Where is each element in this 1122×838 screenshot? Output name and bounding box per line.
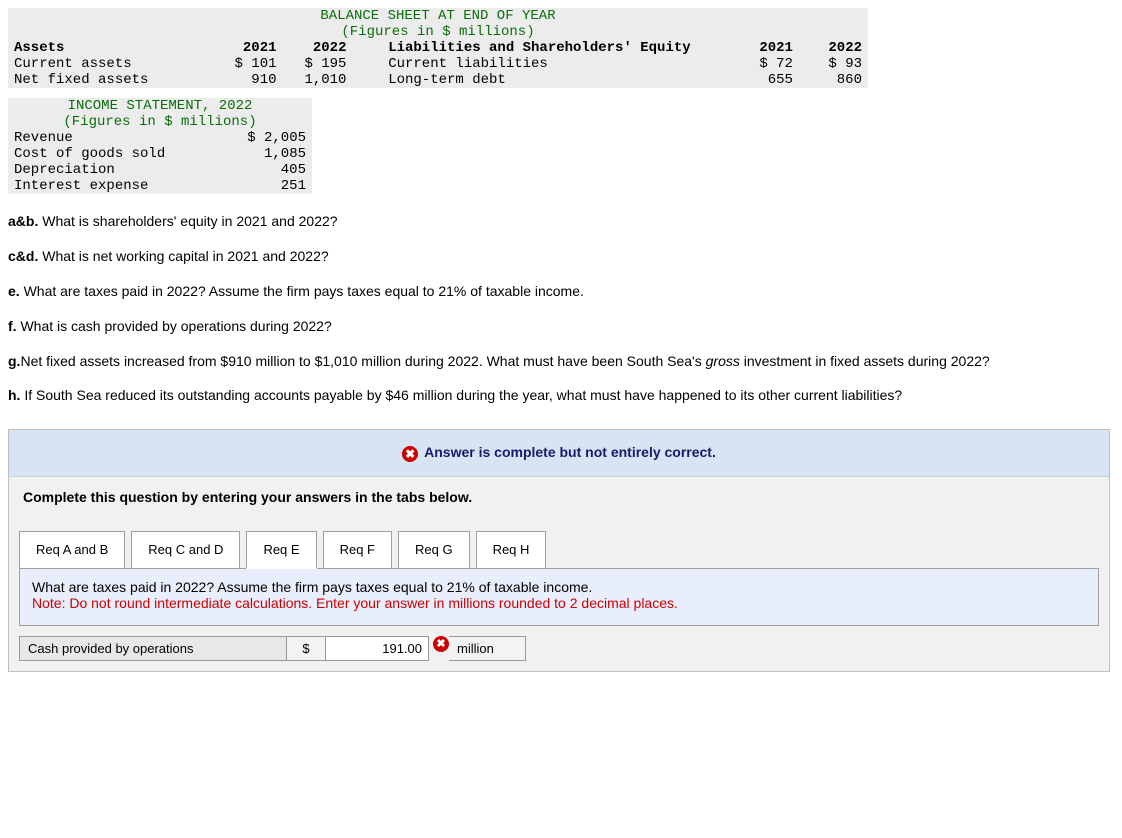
year-2022-r: 2022 [799, 40, 868, 56]
year-2021-l: 2021 [213, 40, 283, 56]
q-cd-text: What is net working capital in 2021 and … [38, 248, 328, 264]
is-row-label: Cost of goods sold [8, 146, 220, 162]
q-h-label: h. [8, 387, 20, 403]
bs-left-row-label: Current assets [8, 56, 213, 72]
bs-left-row-y2: 1,010 [283, 72, 353, 88]
bs-left-row-label: Net fixed assets [8, 72, 213, 88]
tab-req-f[interactable]: Req F [323, 531, 392, 569]
is-row-val: 405 [220, 162, 312, 178]
is-subtitle: (Figures in $ millions) [8, 114, 312, 130]
q-f-label: f. [8, 318, 17, 334]
year-2022-l: 2022 [283, 40, 353, 56]
q-g-text2: investment in fixed assets during 2022? [740, 353, 990, 369]
bs-right-row-label: Long-term debt [382, 72, 730, 88]
tab-content: What are taxes paid in 2022? Assume the … [19, 568, 1099, 626]
answer-row-label: Cash provided by operations [19, 636, 287, 661]
is-title: INCOME STATEMENT, 2022 [8, 98, 312, 114]
tab-req-g[interactable]: Req G [398, 531, 470, 569]
q-e-label: e. [8, 283, 20, 299]
balance-sheet-table: BALANCE SHEET AT END OF YEAR (Figures in… [8, 8, 868, 88]
income-statement-table: INCOME STATEMENT, 2022 (Figures in $ mil… [8, 98, 312, 194]
questions-block: a&b. What is shareholders' equity in 202… [8, 212, 1114, 405]
q-g-text1: Net fixed assets increased from $910 mil… [20, 353, 705, 369]
bs-right-row-y2: $ 93 [799, 56, 868, 72]
q-ab-label: a&b. [8, 213, 38, 229]
answer-instructions: Complete this question by entering your … [9, 477, 1109, 523]
answer-status-banner: ✖ Answer is complete but not entirely cor… [9, 430, 1109, 476]
q-h-text: If South Sea reduced its outstanding acc… [20, 387, 902, 403]
is-row-val: $ 2,005 [220, 130, 312, 146]
q-cd-label: c&d. [8, 248, 38, 264]
bs-left-row-y1: 910 [213, 72, 283, 88]
bs-left-row-y1: $ 101 [213, 56, 283, 72]
q-f-text: What is cash provided by operations duri… [17, 318, 332, 334]
answer-unit: million [449, 636, 526, 661]
bs-right-row-label: Current liabilities [382, 56, 730, 72]
tab-req-h[interactable]: Req H [476, 531, 547, 569]
dollar-sign: $ [287, 636, 326, 661]
is-row-label: Interest expense [8, 178, 220, 194]
q-g-label: g. [8, 353, 20, 369]
is-row-val: 1,085 [220, 146, 312, 162]
bs-right-row-y2: 860 [799, 72, 868, 88]
is-row-label: Revenue [8, 130, 220, 146]
error-icon: ✖ [402, 446, 418, 462]
bs-right-row-y1: $ 72 [730, 56, 799, 72]
bs-title: BALANCE SHEET AT END OF YEAR [8, 8, 868, 24]
q-ab-text: What is shareholders' equity in 2021 and… [38, 213, 337, 229]
bs-right-row-y1: 655 [730, 72, 799, 88]
answer-tabs: Req A and B Req C and D Req E Req F Req … [9, 523, 1109, 569]
tab-note: Note: Do not round intermediate calculat… [32, 595, 1086, 611]
banner-text: Answer is complete but not entirely corr… [424, 444, 716, 460]
bs-left-row-y2: $ 195 [283, 56, 353, 72]
tab-req-a-b[interactable]: Req A and B [19, 531, 125, 569]
is-row-label: Depreciation [8, 162, 220, 178]
bs-subtitle: (Figures in $ millions) [8, 24, 868, 40]
liab-header: Liabilities and Shareholders' Equity [382, 40, 730, 56]
assets-header: Assets [8, 40, 213, 56]
tab-question-text: What are taxes paid in 2022? Assume the … [32, 579, 1086, 595]
q-e-text: What are taxes paid in 2022? Assume the … [20, 283, 584, 299]
answer-value-input[interactable] [326, 636, 429, 661]
is-row-val: 251 [220, 178, 312, 194]
tab-req-e[interactable]: Req E [246, 531, 316, 569]
year-2021-r: 2021 [730, 40, 799, 56]
wrong-icon: ✖ [433, 636, 449, 652]
tab-req-c-d[interactable]: Req C and D [131, 531, 240, 569]
answer-panel: ✖ Answer is complete but not entirely cor… [8, 429, 1110, 671]
q-g-em: gross [706, 353, 740, 369]
